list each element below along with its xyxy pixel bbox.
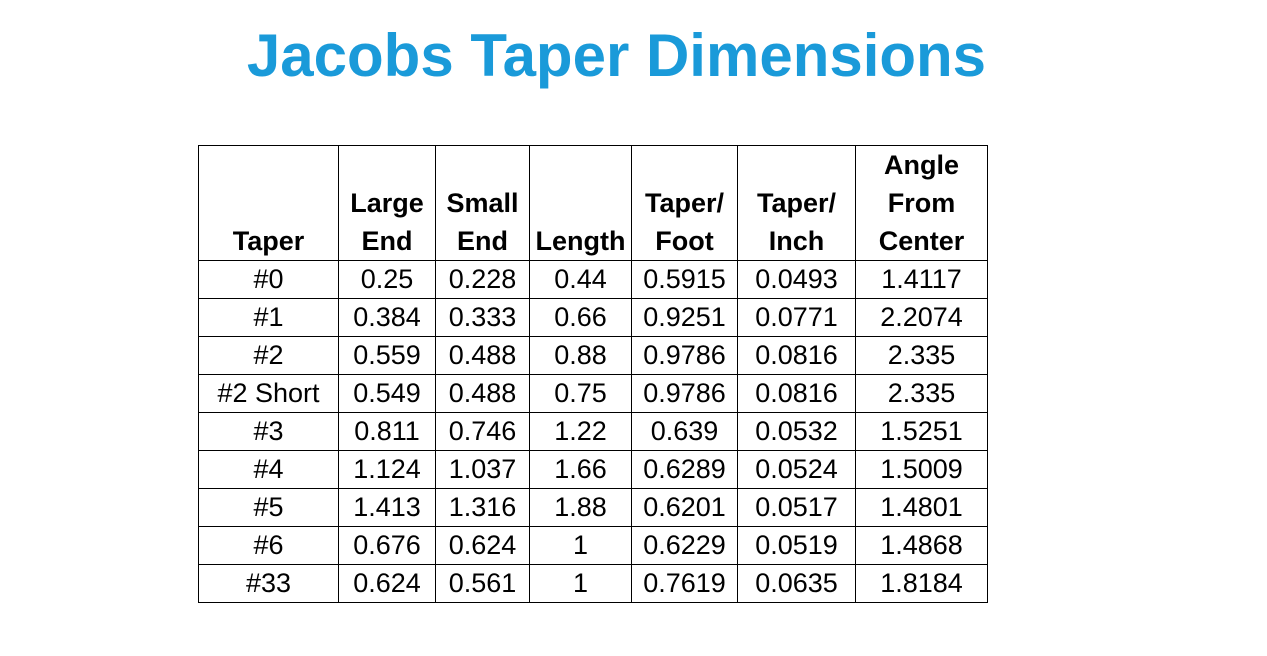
cell-small-end: 1.316 bbox=[435, 488, 530, 527]
cell-length: 0.88 bbox=[529, 336, 632, 375]
cell-large-end: 0.25 bbox=[338, 260, 436, 299]
cell-large-end: 0.559 bbox=[338, 336, 436, 375]
cell-length: 1.22 bbox=[529, 412, 632, 451]
header-taper: Taper bbox=[198, 145, 339, 261]
cell-taper: #33 bbox=[198, 564, 339, 603]
cell-length: 1 bbox=[529, 564, 632, 603]
table-row: #4 1.124 1.037 1.66 0.6289 0.0524 1.5009 bbox=[198, 450, 988, 489]
cell-length: 1.66 bbox=[529, 450, 632, 489]
table-row: #33 0.624 0.561 1 0.7619 0.0635 1.8184 bbox=[198, 564, 988, 603]
cell-taper-foot: 0.639 bbox=[631, 412, 738, 451]
cell-taper-inch: 0.0519 bbox=[737, 526, 856, 565]
header-row: Taper Large End Small End Length Taper/ … bbox=[198, 145, 988, 261]
cell-angle-from-center: 1.4801 bbox=[855, 488, 988, 527]
table-header: Taper Large End Small End Length Taper/ … bbox=[198, 145, 988, 261]
cell-taper-inch: 0.0524 bbox=[737, 450, 856, 489]
taper-dimensions-table: Taper Large End Small End Length Taper/ … bbox=[198, 145, 988, 603]
cell-taper-foot: 0.5915 bbox=[631, 260, 738, 299]
cell-taper: #5 bbox=[198, 488, 339, 527]
cell-large-end: 0.624 bbox=[338, 564, 436, 603]
cell-taper-foot: 0.6289 bbox=[631, 450, 738, 489]
cell-small-end: 1.037 bbox=[435, 450, 530, 489]
cell-taper-inch: 0.0532 bbox=[737, 412, 856, 451]
cell-length: 0.44 bbox=[529, 260, 632, 299]
cell-taper: #4 bbox=[198, 450, 339, 489]
cell-angle-from-center: 1.4868 bbox=[855, 526, 988, 565]
cell-taper: #6 bbox=[198, 526, 339, 565]
table-row: #1 0.384 0.333 0.66 0.9251 0.0771 2.2074 bbox=[198, 298, 988, 337]
header-small-end: Small End bbox=[435, 145, 530, 261]
header-length: Length bbox=[529, 145, 632, 261]
cell-taper: #3 bbox=[198, 412, 339, 451]
cell-taper-foot: 0.6229 bbox=[631, 526, 738, 565]
cell-length: 0.75 bbox=[529, 374, 632, 413]
cell-small-end: 0.488 bbox=[435, 374, 530, 413]
cell-angle-from-center: 2.335 bbox=[855, 374, 988, 413]
cell-taper-inch: 0.0493 bbox=[737, 260, 856, 299]
cell-taper-foot: 0.7619 bbox=[631, 564, 738, 603]
cell-angle-from-center: 1.8184 bbox=[855, 564, 988, 603]
table-row: #2 Short 0.549 0.488 0.75 0.9786 0.0816 2.335 bbox=[198, 374, 988, 413]
table-row: #0 0.25 0.228 0.44 0.5915 0.0493 1.4117 bbox=[198, 260, 988, 299]
cell-taper-inch: 0.0771 bbox=[737, 298, 856, 337]
cell-taper: #2 bbox=[198, 336, 339, 375]
cell-small-end: 0.228 bbox=[435, 260, 530, 299]
cell-taper-inch: 0.0816 bbox=[737, 336, 856, 375]
cell-large-end: 0.811 bbox=[338, 412, 436, 451]
table-body: #0 0.25 0.228 0.44 0.5915 0.0493 1.4117 #1 0.384… bbox=[198, 260, 988, 603]
table-row: #3 0.811 0.746 1.22 0.639 0.0532 1.5251 bbox=[198, 412, 988, 451]
table-row: #2 0.559 0.488 0.88 0.9786 0.0816 2.335 bbox=[198, 336, 988, 375]
table-row: #5 1.413 1.316 1.88 0.6201 0.0517 1.4801 bbox=[198, 488, 988, 527]
cell-small-end: 0.561 bbox=[435, 564, 530, 603]
cell-taper-foot: 0.6201 bbox=[631, 488, 738, 527]
cell-large-end: 0.549 bbox=[338, 374, 436, 413]
table-row: #6 0.676 0.624 1 0.6229 0.0519 1.4868 bbox=[198, 526, 988, 565]
cell-small-end: 0.333 bbox=[435, 298, 530, 337]
cell-angle-from-center: 2.335 bbox=[855, 336, 988, 375]
cell-length: 1.88 bbox=[529, 488, 632, 527]
cell-taper-inch: 0.0816 bbox=[737, 374, 856, 413]
header-angle-from-center: Angle From Center bbox=[855, 145, 988, 261]
cell-small-end: 0.746 bbox=[435, 412, 530, 451]
cell-large-end: 0.676 bbox=[338, 526, 436, 565]
cell-taper-foot: 0.9786 bbox=[631, 336, 738, 375]
cell-length: 0.66 bbox=[529, 298, 632, 337]
cell-large-end: 1.413 bbox=[338, 488, 436, 527]
cell-angle-from-center: 1.4117 bbox=[855, 260, 988, 299]
cell-angle-from-center: 1.5251 bbox=[855, 412, 988, 451]
cell-taper-inch: 0.0517 bbox=[737, 488, 856, 527]
cell-small-end: 0.624 bbox=[435, 526, 530, 565]
cell-small-end: 0.488 bbox=[435, 336, 530, 375]
cell-taper: #1 bbox=[198, 298, 339, 337]
cell-length: 1 bbox=[529, 526, 632, 565]
cell-taper-foot: 0.9251 bbox=[631, 298, 738, 337]
cell-taper-foot: 0.9786 bbox=[631, 374, 738, 413]
header-large-end: Large End bbox=[338, 145, 436, 261]
cell-taper: #0 bbox=[198, 260, 339, 299]
cell-angle-from-center: 2.2074 bbox=[855, 298, 988, 337]
cell-large-end: 1.124 bbox=[338, 450, 436, 489]
header-taper-inch: Taper/ Inch bbox=[737, 145, 856, 261]
cell-angle-from-center: 1.5009 bbox=[855, 450, 988, 489]
cell-taper-inch: 0.0635 bbox=[737, 564, 856, 603]
cell-taper: #2 Short bbox=[198, 374, 339, 413]
page-title: Jacobs Taper Dimensions bbox=[246, 22, 987, 89]
cell-large-end: 0.384 bbox=[338, 298, 436, 337]
header-taper-foot: Taper/ Foot bbox=[631, 145, 738, 261]
